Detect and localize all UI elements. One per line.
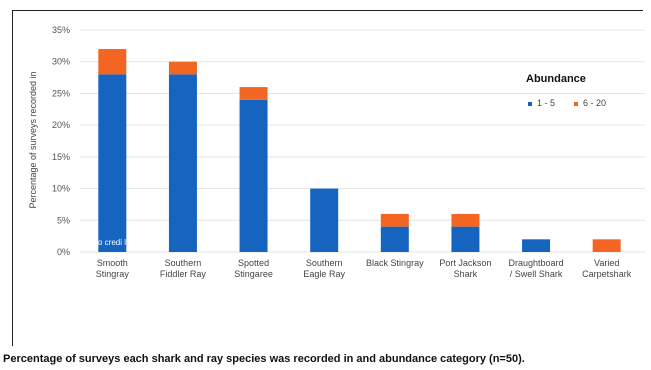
bars (98, 49, 621, 253)
chart-caption: Percentage of surveys each shark and ray… (3, 353, 525, 365)
y-axis-label: Percentage of surveys recorded in (28, 71, 38, 208)
bar-segment (592, 239, 621, 252)
y-tick-label: 35% (52, 25, 70, 35)
bar-segment (168, 74, 197, 253)
watermark-text: o credi lls (98, 238, 132, 247)
bar-segment (239, 99, 268, 253)
x-tick-label: Stingray (96, 269, 130, 279)
x-tick-label: Carpetshark (582, 269, 632, 279)
bar-segment (239, 87, 268, 100)
bar-segment (451, 213, 480, 227)
x-tick-label: Port Jackson (439, 258, 491, 268)
y-tick-label: 5% (57, 215, 70, 225)
chart-frame (12, 10, 643, 346)
bar-segment (168, 61, 197, 75)
x-tick-label: Smooth (97, 258, 128, 268)
bar-segment (380, 226, 409, 252)
x-tick-label: Eagle Ray (303, 269, 345, 279)
bar-segment (98, 74, 127, 253)
x-tick-label: Fiddler Ray (160, 269, 207, 279)
y-tick-label: 0% (57, 247, 70, 257)
x-tick-label: Southern (306, 258, 343, 268)
x-tick-label: / Swell Shark (510, 269, 563, 279)
legend-label: 6 - 20 (583, 98, 606, 108)
x-tick-label: Southern (165, 258, 202, 268)
x-tick-label: Draughtboard (509, 258, 564, 268)
legend: Abundance 1 - 5 6 - 20 (526, 73, 606, 108)
bar-segment (380, 213, 409, 227)
x-tick-label: Spotted (238, 258, 269, 268)
bar-segment (310, 188, 339, 252)
y-tick-label: 25% (52, 88, 70, 98)
x-tick-label: Stingaree (234, 269, 273, 279)
gridlines (80, 29, 645, 253)
legend-title: Abundance (526, 73, 586, 85)
legend-swatch (574, 102, 578, 106)
bar-segment (98, 49, 127, 75)
legend-label: 1 - 5 (537, 98, 555, 108)
y-axis-ticks: 0% 5% 10% 15% 20% 25% 30% 35% (52, 25, 70, 257)
y-tick-label: 30% (52, 57, 70, 67)
x-tick-label: Varied (594, 258, 619, 268)
y-tick-label: 15% (52, 152, 70, 162)
legend-swatch (528, 102, 532, 106)
bar-segment (451, 226, 480, 252)
x-tick-label: Black Stingray (366, 258, 424, 268)
x-tick-label: Shark (454, 269, 478, 279)
y-tick-label: 10% (52, 184, 70, 194)
y-tick-label: 20% (52, 120, 70, 130)
bar-segment (522, 239, 551, 252)
